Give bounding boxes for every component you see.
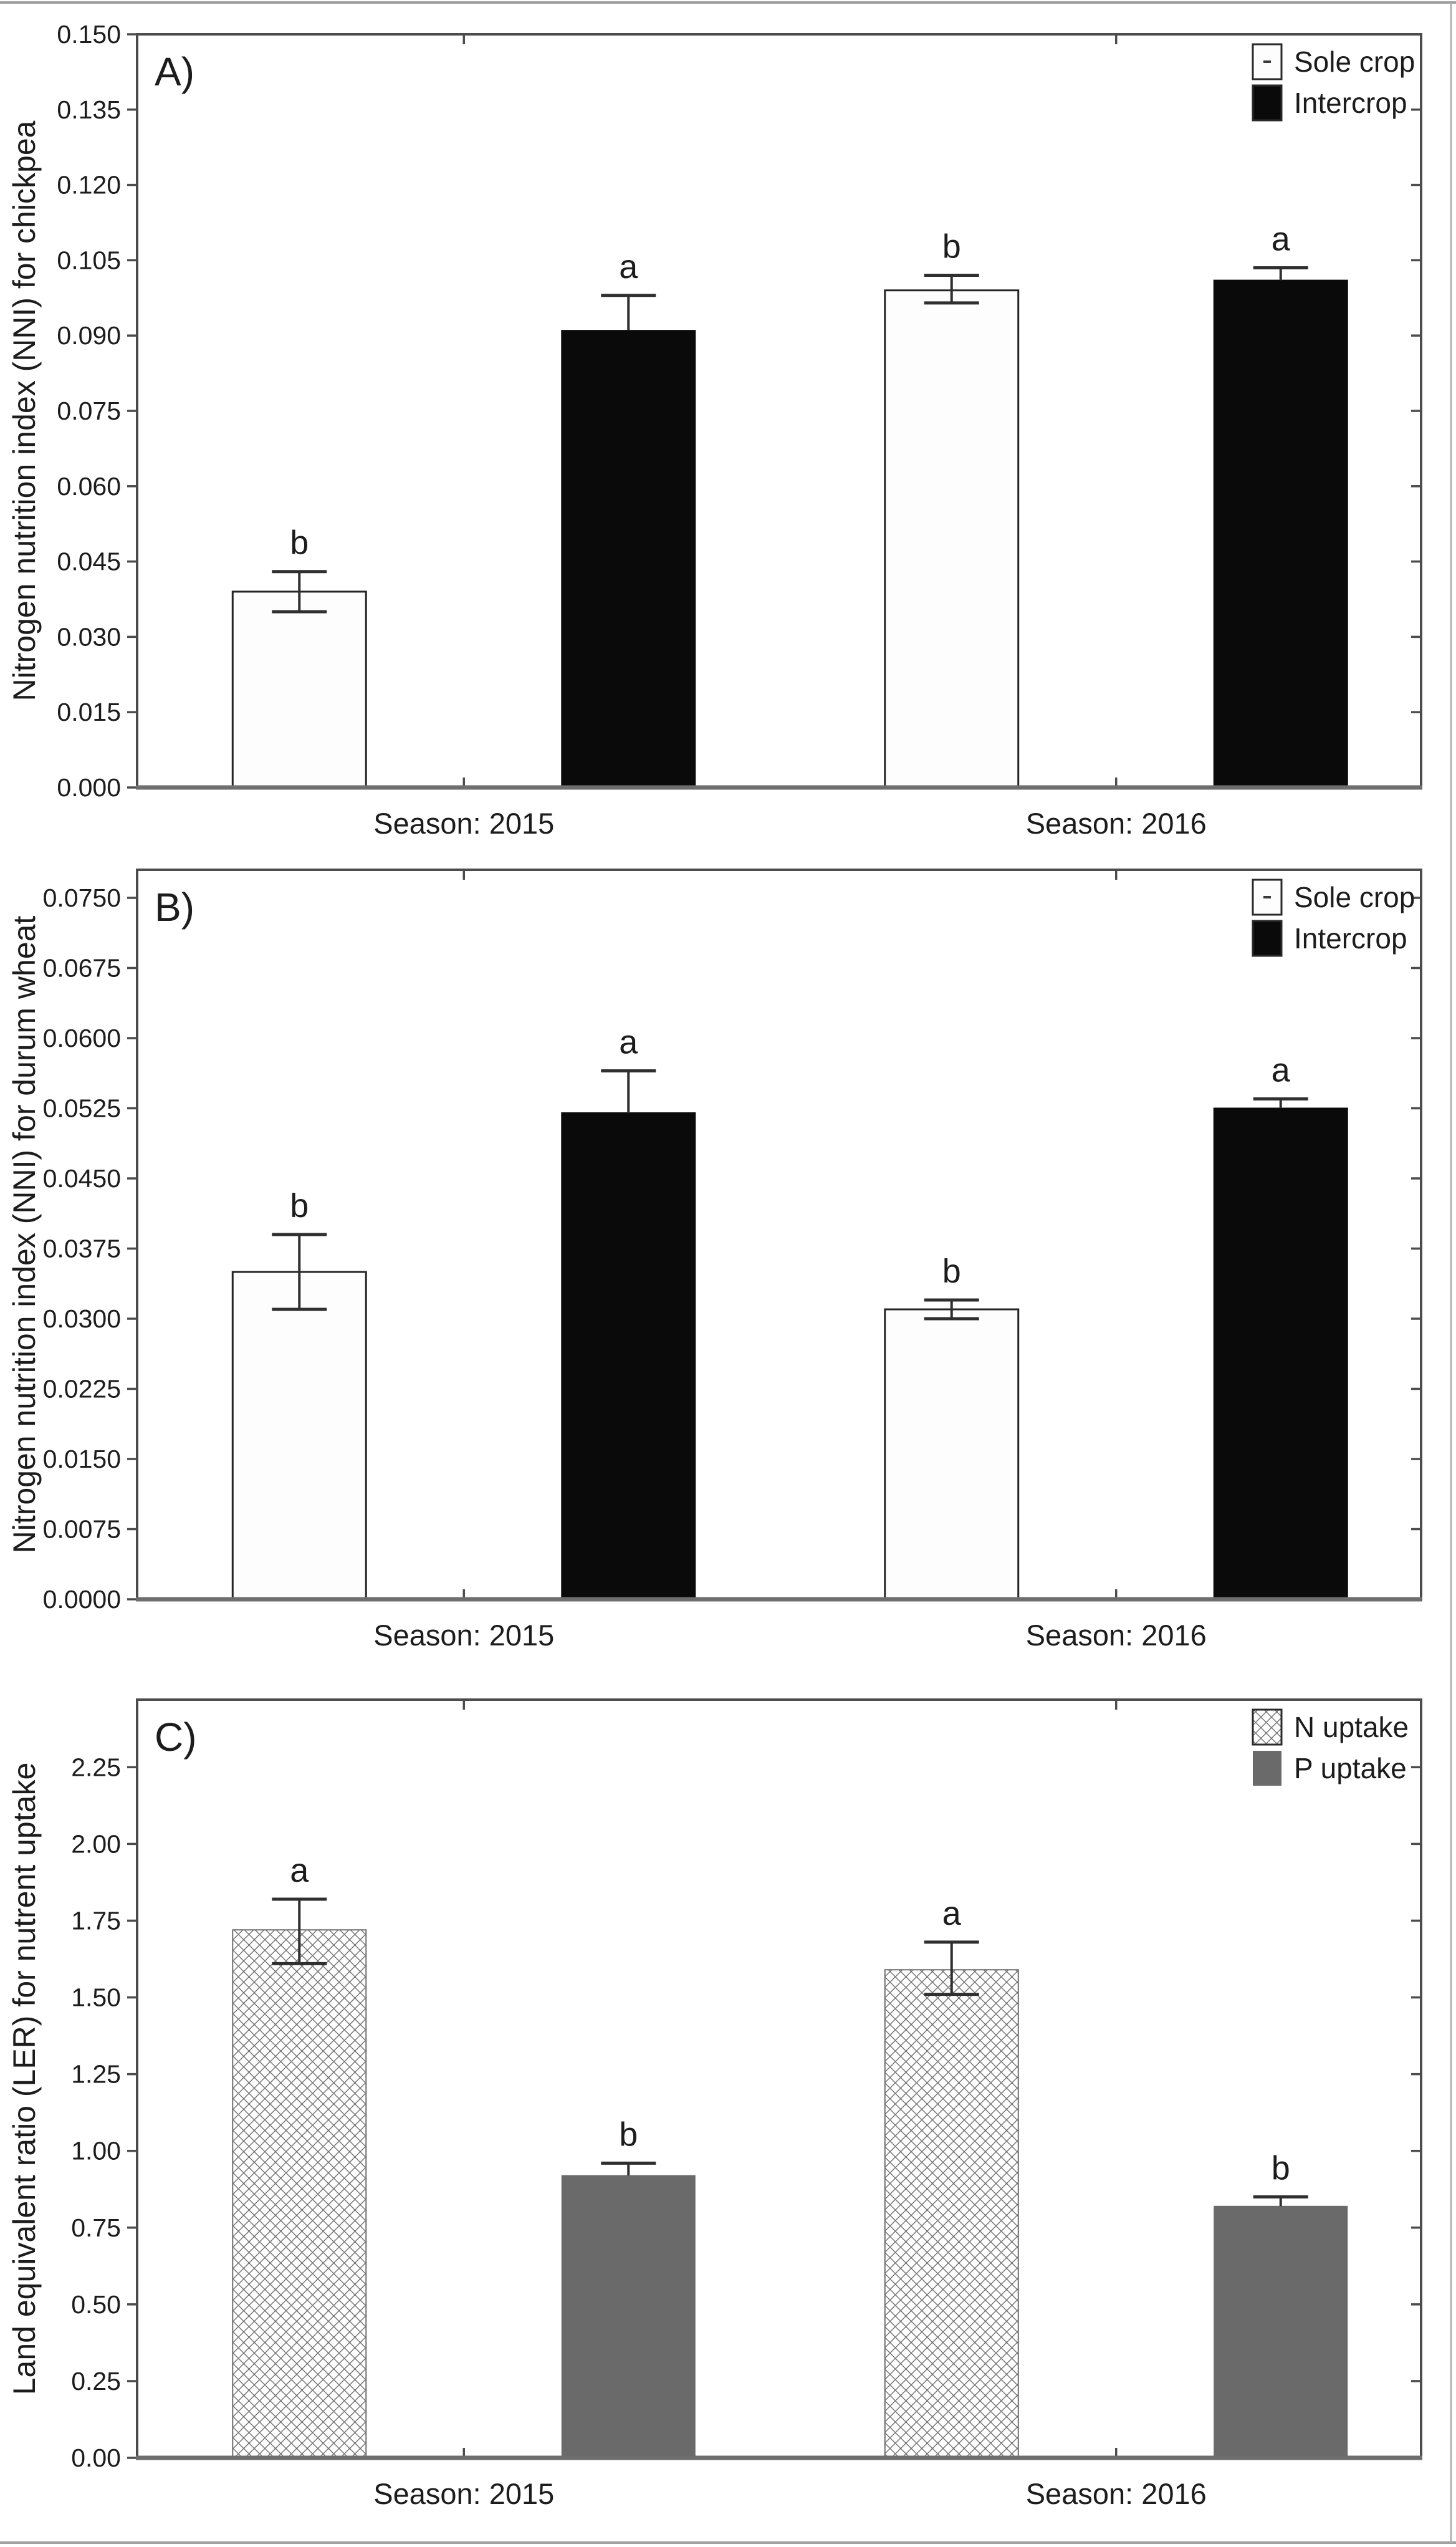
- bar-intercrop: [1213, 1107, 1348, 1600]
- bar-n-uptake: [884, 1969, 1019, 2458]
- bar-n-uptake: [232, 1929, 367, 2458]
- y-tick-label: 0.25: [71, 2367, 121, 2395]
- legend-swatch-black: [1252, 84, 1283, 122]
- y-tick-label: 0.0075: [43, 1515, 121, 1544]
- bar-sole-crop: [884, 1308, 1020, 1601]
- bar-p-uptake: [1214, 2205, 1348, 2458]
- panel-c: 2.25 2.00 1.75 1.50 1.25 1.00 0.75 0.50 0.25 0.00…: [7, 1698, 1422, 2510]
- y-axis-title: Land equivalent ratio (LER) for nutrent …: [7, 1763, 42, 2395]
- y-tick-label: 0.0450: [43, 1164, 121, 1193]
- panel-letter: A): [155, 49, 194, 94]
- y-tick-label: 2.00: [71, 1829, 121, 1858]
- legend: N uptake P uptake: [1252, 1708, 1409, 1786]
- season-label: Season: 2016: [1026, 2477, 1207, 2510]
- significance-letter: b: [942, 1253, 961, 1290]
- legend-swatch-dash: [1263, 60, 1271, 63]
- y-tick-label: 0.0750: [43, 884, 121, 912]
- panel-letter: C): [155, 1715, 197, 1760]
- legend-label: Intercrop: [1294, 922, 1407, 955]
- significance-letter: b: [1272, 2150, 1290, 2187]
- season-label: Season: 2015: [373, 807, 554, 840]
- y-tick-label: 0.015: [57, 698, 121, 726]
- panel-b: 0.0750 0.0675 0.0600 0.0525 0.0450 0.0375 0.03…: [7, 869, 1422, 1652]
- significance-letter: a: [619, 248, 638, 286]
- y-tick-label: 0.150: [57, 20, 121, 49]
- legend-swatch-gray: [1253, 1751, 1281, 1786]
- y-tick-label: 0.50: [71, 2290, 121, 2319]
- y-tick-label: 0.030: [57, 622, 121, 651]
- y-tick-label: 0.0300: [43, 1304, 121, 1333]
- legend: Sole crop Intercrop: [1252, 43, 1415, 122]
- legend-label: N uptake: [1294, 1711, 1409, 1743]
- y-tick-label: 0.0150: [43, 1445, 121, 1473]
- legend-swatch-hatch: [1252, 1708, 1283, 1746]
- significance-letter: b: [942, 228, 961, 266]
- legend-label: Sole crop: [1294, 881, 1415, 913]
- y-tick-label: 1.75: [71, 1906, 121, 1935]
- legend-label: Intercrop: [1294, 87, 1407, 119]
- y-tick-label: 1.25: [71, 2060, 121, 2089]
- y-tick-label: 0.075: [57, 397, 121, 425]
- panel-letter: B): [155, 885, 194, 930]
- y-tick-label: 0.045: [57, 547, 121, 576]
- legend-label: Sole crop: [1294, 46, 1415, 78]
- legend-swatch-dash: [1263, 896, 1271, 898]
- y-tick-label: 0.135: [57, 95, 121, 124]
- y-tick-label: 1.50: [71, 1983, 121, 2012]
- bar-sole-crop: [884, 289, 1020, 789]
- legend-label: P uptake: [1294, 1752, 1407, 1784]
- y-tick-label: 0.0675: [43, 954, 121, 983]
- y-tick-label: 2.25: [71, 1753, 121, 1781]
- y-tick-label: 0.0525: [43, 1094, 121, 1123]
- significance-letter: a: [1272, 220, 1291, 258]
- bar-sole-crop: [231, 590, 367, 789]
- bar-intercrop: [561, 330, 696, 788]
- y-axis-title: Nitrogen nutrition index (NNI) for chick…: [7, 120, 42, 701]
- bar-p-uptake: [561, 2175, 696, 2458]
- y-tick-label: 0.00: [71, 2443, 121, 2472]
- y-tick-label: 0.090: [57, 321, 121, 350]
- bar-intercrop: [561, 1112, 696, 1600]
- y-tick-label: 1.00: [71, 2137, 121, 2165]
- y-tick-label: 0.0225: [43, 1375, 121, 1403]
- season-label: Season: 2015: [373, 2477, 554, 2510]
- significance-letter: a: [1272, 1052, 1291, 1089]
- significance-letter: a: [290, 1852, 309, 1889]
- y-tick-label: 0.0000: [43, 1585, 121, 1614]
- season-label: Season: 2016: [1026, 807, 1207, 840]
- y-tick-label: 0.0375: [43, 1235, 121, 1263]
- bar-sole-crop: [231, 1271, 367, 1601]
- y-tick-label: 0.060: [57, 472, 121, 501]
- significance-letter: a: [942, 1895, 962, 1932]
- y-tick-label: 0.000: [57, 773, 121, 802]
- significance-letter: b: [619, 2116, 638, 2153]
- y-tick-label: 0.75: [71, 2213, 121, 2242]
- y-tick-label: 0.105: [57, 246, 121, 274]
- legend: Sole crop Intercrop: [1252, 879, 1415, 957]
- significance-letter: b: [290, 1187, 309, 1225]
- y-tick-label: 0.0600: [43, 1024, 121, 1052]
- panel-a: 0.150 0.135 0.120 0.105 0.090 0.075 0.060 0.045…: [7, 20, 1422, 840]
- y-tick-label: 0.120: [57, 171, 121, 200]
- season-label: Season: 2015: [373, 1619, 554, 1652]
- significance-letter: b: [290, 524, 309, 562]
- significance-letter: a: [619, 1024, 638, 1061]
- bar-intercrop: [1213, 279, 1348, 788]
- season-label: Season: 2016: [1026, 1619, 1207, 1652]
- legend-swatch-black: [1252, 920, 1283, 957]
- y-axis-title: Nitrogen nutrition index (NNI) for durum…: [7, 916, 42, 1554]
